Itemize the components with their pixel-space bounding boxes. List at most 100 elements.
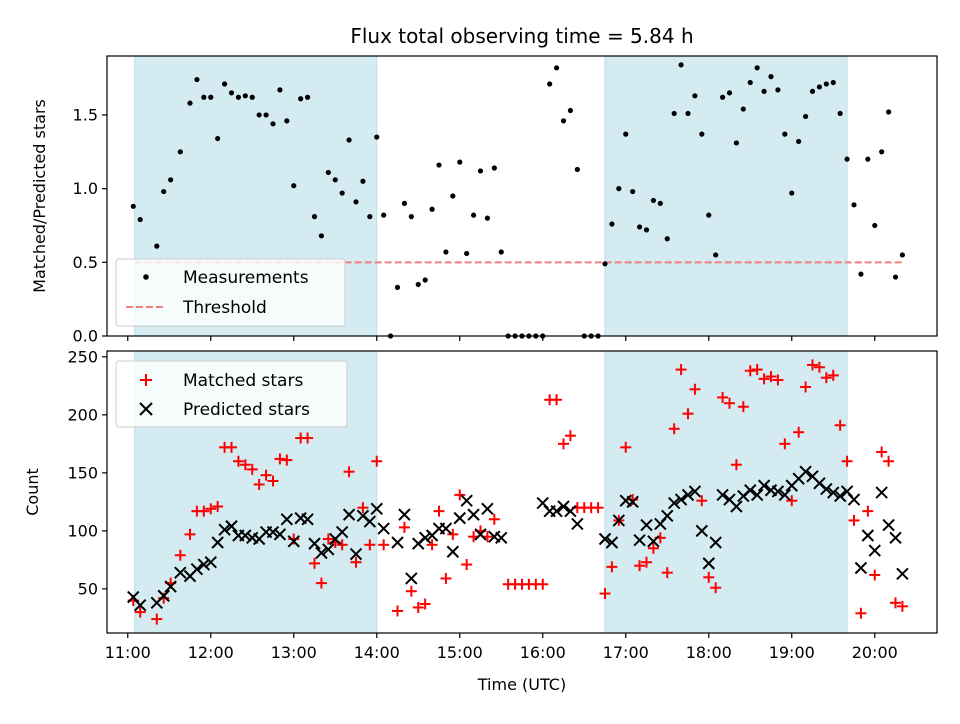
top-y-axis-label: Matched/Predicted stars xyxy=(30,99,49,293)
predicted-star-point xyxy=(681,488,695,502)
top-axes-frame xyxy=(106,55,938,337)
predicted-star-point xyxy=(750,488,764,502)
matched-star-point xyxy=(730,459,742,471)
measurement-point xyxy=(353,199,359,205)
top-panel: 0.0 0.5 1.0 1.5 Matched/Predicted stars Mea… xyxy=(30,55,938,346)
top-legend-box xyxy=(115,258,346,327)
measurement-point xyxy=(623,131,629,137)
matched-star-point xyxy=(682,408,694,420)
measurement-point xyxy=(782,131,788,137)
measurement-point xyxy=(879,149,885,155)
predicted-star-point xyxy=(640,518,653,532)
measurement-point xyxy=(477,168,484,174)
measurement-point xyxy=(429,206,435,212)
predicted-star-point xyxy=(557,500,570,513)
matched-star-point xyxy=(765,371,777,383)
measurement-point xyxy=(616,186,622,192)
matched-star-point xyxy=(876,446,888,458)
matched-star-point xyxy=(675,364,687,376)
measurement-point xyxy=(374,134,380,140)
predicted-star-point xyxy=(301,513,314,526)
measurement-point xyxy=(470,212,477,218)
measurement-point xyxy=(726,90,733,96)
measurement-point xyxy=(408,214,414,220)
matched-star-point xyxy=(751,364,763,376)
matched-star-point xyxy=(786,495,798,507)
matched-star-point xyxy=(371,455,383,467)
legend-matched-label: Matched stars xyxy=(183,371,303,391)
predicted-star-point xyxy=(861,529,875,542)
y-tick-label: 1.5 xyxy=(73,105,98,124)
matched-star-point xyxy=(212,501,224,513)
predicted-star-point xyxy=(446,545,460,558)
measurement-point xyxy=(311,214,318,220)
predicted-star-point xyxy=(204,556,217,569)
matched-star-point xyxy=(134,606,146,618)
predicted-star-point xyxy=(854,561,868,575)
predicted-star-point xyxy=(273,528,287,541)
y-tick-label: 250 xyxy=(67,347,98,366)
measurement-point xyxy=(464,250,470,257)
matched-star-point xyxy=(551,394,563,406)
measurement-point xyxy=(547,81,553,87)
matched-star-point xyxy=(412,601,424,613)
matched-star-point xyxy=(758,373,770,385)
x-tick-label: 20:00 xyxy=(852,643,898,662)
measurement-point xyxy=(809,88,816,94)
measurement-point xyxy=(602,261,608,267)
predicted-star-point xyxy=(744,484,757,497)
predicted-star-point xyxy=(335,525,349,539)
predicted-star-point xyxy=(157,589,170,603)
measurement-point xyxy=(768,74,774,80)
measurement-point xyxy=(208,94,214,100)
predicted-star-point xyxy=(827,486,840,499)
x-tick-label: 16:00 xyxy=(520,643,566,662)
predicted-stars-series xyxy=(127,465,909,612)
matched-star-point xyxy=(426,539,438,551)
matched-star-point xyxy=(488,513,500,525)
measurement-point xyxy=(498,249,504,255)
measurement-point xyxy=(457,159,463,165)
measurement-point xyxy=(636,224,643,230)
matched-star-point xyxy=(174,549,186,561)
measurement-point xyxy=(304,94,311,100)
matched-star-point xyxy=(862,505,874,517)
matched-star-point xyxy=(689,383,701,395)
predicted-star-point xyxy=(363,515,377,528)
predicted-star-point xyxy=(661,509,674,522)
shaded-interval-2 xyxy=(604,55,848,337)
predicted-star-point xyxy=(647,535,660,548)
matched-star-point xyxy=(184,528,196,540)
predicted-star-point xyxy=(174,566,187,579)
matched-star-point xyxy=(710,582,722,594)
measurement-point xyxy=(394,284,401,290)
measurement-point xyxy=(830,79,836,86)
predicted-star-point xyxy=(164,580,177,593)
predicted-star-point xyxy=(453,511,466,525)
measurement-point xyxy=(325,169,331,176)
matched-star-point xyxy=(564,430,576,442)
measurement-point xyxy=(671,110,677,117)
measurement-point xyxy=(270,121,276,127)
predicted-star-point xyxy=(667,496,681,510)
y-tick-label: 100 xyxy=(67,521,98,540)
x-tick-label: 17:00 xyxy=(603,643,649,662)
matched-star-point xyxy=(896,600,908,612)
predicted-star-point xyxy=(605,536,619,549)
predicted-star-point xyxy=(349,547,363,561)
measurement-point xyxy=(754,65,760,71)
predicted-star-point xyxy=(847,493,861,506)
measurement-point xyxy=(339,190,345,196)
matched-star-point xyxy=(461,559,473,571)
measurement-point xyxy=(443,249,449,255)
measurement-point xyxy=(242,93,248,99)
matched-star-point xyxy=(717,391,729,403)
predicted-star-point xyxy=(778,488,792,502)
measurement-point xyxy=(837,110,843,117)
measurement-point xyxy=(318,233,325,239)
measurement-point xyxy=(221,81,228,87)
matched-star-point xyxy=(405,585,417,597)
predicted-star-point xyxy=(460,494,473,507)
measurement-point xyxy=(491,165,497,171)
predicted-star-point xyxy=(239,529,252,542)
